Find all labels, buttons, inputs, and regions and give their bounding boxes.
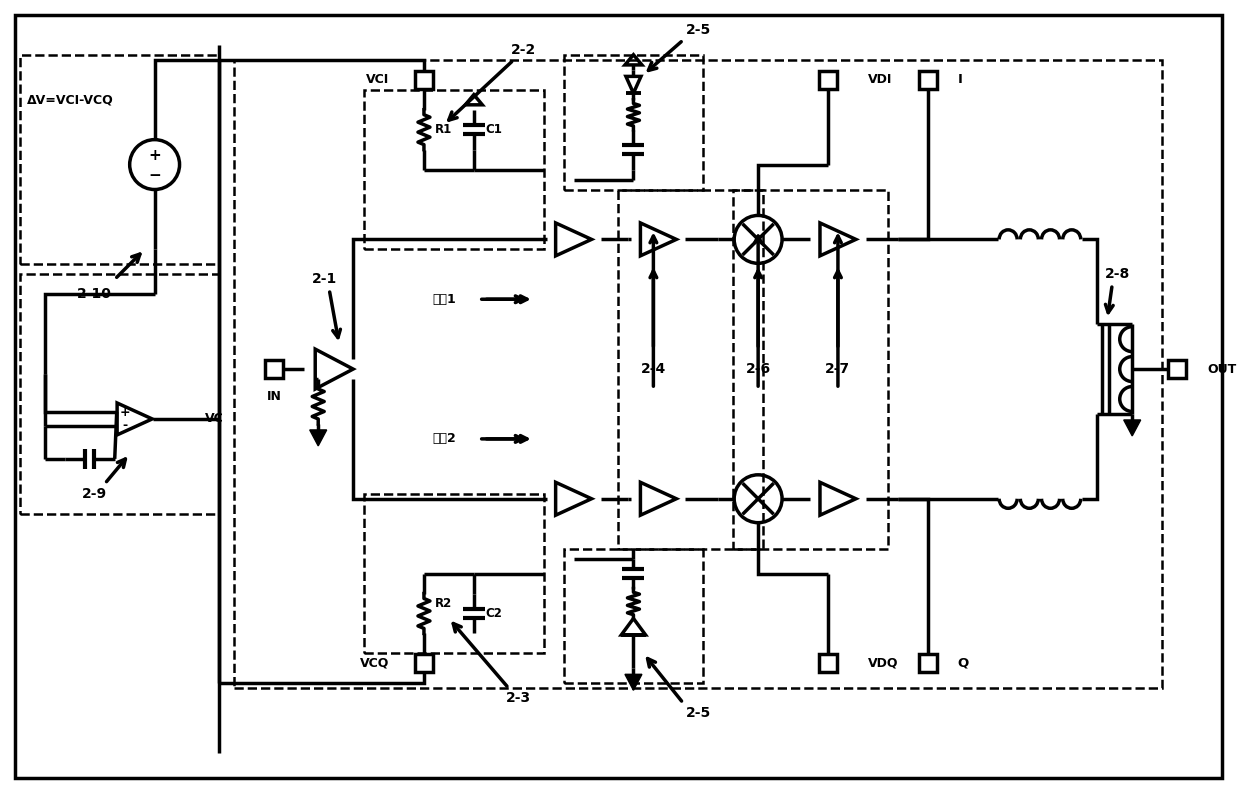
Text: 通道2: 通道2 — [432, 433, 456, 445]
Bar — [365, 494, 543, 653]
Text: 2-8: 2-8 — [1105, 268, 1130, 281]
Bar — [619, 190, 763, 549]
Text: VC: VC — [205, 412, 223, 426]
Text: −: − — [149, 168, 161, 183]
Text: 2-9: 2-9 — [82, 487, 108, 501]
Text: 通道1: 通道1 — [432, 293, 456, 306]
Bar — [20, 55, 219, 264]
Text: R1: R1 — [435, 123, 453, 136]
Text: 2-1: 2-1 — [311, 272, 337, 287]
Bar — [733, 190, 888, 549]
Bar — [415, 71, 433, 89]
Text: R2: R2 — [435, 597, 453, 610]
Text: Q: Q — [957, 657, 968, 670]
Text: 2-2: 2-2 — [511, 43, 537, 57]
Text: 2-5: 2-5 — [686, 23, 711, 37]
Text: I: I — [957, 73, 962, 87]
Text: -: - — [123, 418, 128, 431]
Text: 2-10: 2-10 — [77, 287, 112, 301]
Bar — [1168, 360, 1187, 378]
Polygon shape — [310, 430, 326, 446]
Text: 2-3: 2-3 — [506, 692, 531, 705]
Bar — [564, 549, 703, 684]
Bar — [234, 60, 1162, 688]
Text: VDI: VDI — [868, 73, 893, 87]
Bar — [564, 55, 703, 190]
Text: C2: C2 — [485, 607, 502, 620]
Text: VCI: VCI — [366, 73, 389, 87]
Text: ΔV=VCI-VCQ: ΔV=VCI-VCQ — [26, 93, 113, 106]
Bar — [818, 654, 837, 673]
Polygon shape — [625, 674, 642, 690]
Text: +: + — [120, 407, 130, 419]
Bar — [20, 274, 219, 514]
Text: C1: C1 — [485, 123, 502, 136]
Bar — [919, 654, 936, 673]
Bar — [265, 360, 283, 378]
Text: +: + — [149, 148, 161, 163]
Polygon shape — [1123, 420, 1141, 436]
Bar — [365, 90, 543, 249]
Bar — [919, 71, 936, 89]
Text: VCQ: VCQ — [360, 657, 389, 670]
Text: 2-6: 2-6 — [745, 362, 771, 376]
Text: IN: IN — [267, 391, 281, 403]
Bar — [415, 654, 433, 673]
Text: OUT: OUT — [1207, 363, 1236, 376]
Text: VDQ: VDQ — [868, 657, 898, 670]
Text: 2-4: 2-4 — [641, 362, 666, 376]
Bar — [818, 71, 837, 89]
Text: 2-7: 2-7 — [826, 362, 851, 376]
Text: 2-5: 2-5 — [686, 706, 711, 720]
